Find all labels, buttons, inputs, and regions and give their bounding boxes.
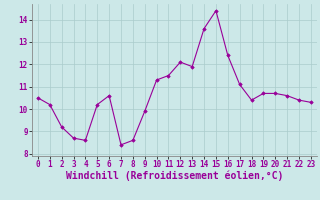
X-axis label: Windchill (Refroidissement éolien,°C): Windchill (Refroidissement éolien,°C) bbox=[66, 171, 283, 181]
